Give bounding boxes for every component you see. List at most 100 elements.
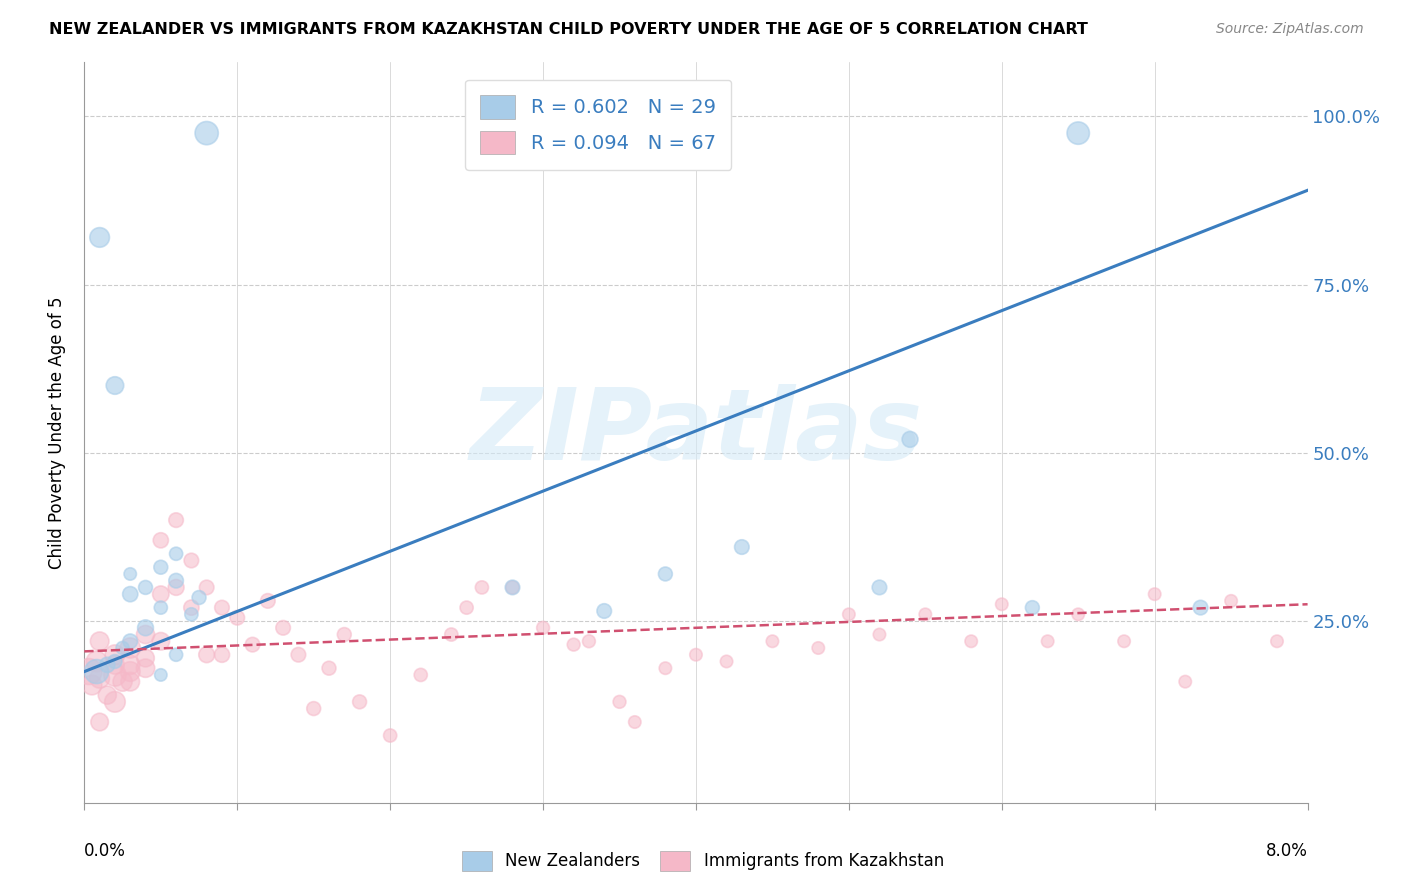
Point	[1143, 587, 1166, 601]
Point	[165, 648, 187, 662]
Text: NEW ZEALANDER VS IMMIGRANTS FROM KAZAKHSTAN CHILD POVERTY UNDER THE AGE OF 5 COR: NEW ZEALANDER VS IMMIGRANTS FROM KAZAKHS…	[49, 22, 1088, 37]
Point	[731, 540, 754, 554]
Point	[120, 566, 142, 581]
Point	[654, 661, 676, 675]
Point	[89, 230, 111, 244]
Point	[838, 607, 860, 622]
Point	[135, 661, 157, 675]
Point	[135, 627, 157, 641]
Point	[180, 553, 202, 567]
Point	[302, 701, 325, 715]
Text: 0.0%: 0.0%	[84, 842, 127, 860]
Point	[104, 655, 127, 669]
Point	[1220, 594, 1243, 608]
Text: 8.0%: 8.0%	[1265, 842, 1308, 860]
Point	[1189, 600, 1212, 615]
Point	[89, 671, 111, 685]
Point	[165, 581, 187, 595]
Legend: New Zealanders, Immigrants from Kazakhstan: New Zealanders, Immigrants from Kazakhst…	[454, 842, 952, 880]
Point	[120, 640, 142, 655]
Point	[1021, 600, 1043, 615]
Point	[111, 674, 134, 689]
Point	[104, 648, 127, 662]
Point	[96, 688, 118, 702]
Point	[349, 695, 371, 709]
Point	[188, 591, 211, 605]
Point	[609, 695, 631, 709]
Point	[195, 581, 218, 595]
Point	[502, 581, 524, 595]
Text: ZIPatlas: ZIPatlas	[470, 384, 922, 481]
Point	[531, 621, 554, 635]
Point	[104, 657, 127, 672]
Point	[1265, 634, 1288, 648]
Point	[869, 627, 891, 641]
Point	[869, 581, 891, 595]
Point	[1036, 634, 1059, 648]
Point	[104, 668, 127, 682]
Point	[226, 611, 249, 625]
Point	[1067, 607, 1090, 622]
Point	[120, 665, 142, 679]
Text: Source: ZipAtlas.com: Source: ZipAtlas.com	[1216, 22, 1364, 37]
Point	[380, 729, 402, 743]
Point	[914, 607, 936, 622]
Point	[242, 638, 264, 652]
Point	[211, 648, 233, 662]
Point	[135, 581, 157, 595]
Point	[456, 600, 478, 615]
Point	[165, 513, 187, 527]
Point	[471, 581, 494, 595]
Point	[120, 674, 142, 689]
Point	[165, 574, 187, 588]
Point	[624, 714, 647, 729]
Point	[77, 665, 100, 679]
Point	[807, 640, 830, 655]
Point	[195, 648, 218, 662]
Point	[257, 594, 280, 608]
Point	[271, 621, 294, 635]
Point	[135, 621, 157, 635]
Point	[333, 627, 356, 641]
Point	[149, 668, 172, 682]
Point	[211, 600, 233, 615]
Point	[149, 533, 172, 548]
Point	[89, 714, 111, 729]
Point	[104, 695, 127, 709]
Point	[1174, 674, 1197, 689]
Point	[593, 604, 616, 618]
Y-axis label: Child Poverty Under the Age of 5: Child Poverty Under the Age of 5	[48, 296, 66, 569]
Point	[960, 634, 983, 648]
Point	[180, 607, 202, 622]
Point	[165, 547, 187, 561]
Point	[287, 648, 309, 662]
Point	[149, 600, 172, 615]
Point	[149, 634, 172, 648]
Point	[86, 655, 108, 669]
Point	[120, 634, 142, 648]
Point	[502, 581, 524, 595]
Point	[409, 668, 432, 682]
Point	[761, 634, 783, 648]
Point	[318, 661, 340, 675]
Point	[111, 640, 134, 655]
Point	[180, 600, 202, 615]
Point	[1067, 126, 1090, 140]
Point	[89, 634, 111, 648]
Point	[716, 655, 738, 669]
Point	[195, 126, 218, 140]
Point	[120, 657, 142, 672]
Point	[149, 560, 172, 574]
Point	[654, 566, 676, 581]
Point	[135, 651, 157, 665]
Point	[96, 657, 118, 672]
Point	[440, 627, 463, 641]
Point	[1114, 634, 1136, 648]
Point	[991, 597, 1014, 611]
Point	[104, 378, 127, 392]
Point	[685, 648, 707, 662]
Point	[86, 665, 108, 679]
Point	[578, 634, 600, 648]
Legend: R = 0.602   N = 29, R = 0.094   N = 67: R = 0.602 N = 29, R = 0.094 N = 67	[465, 79, 731, 169]
Point	[120, 587, 142, 601]
